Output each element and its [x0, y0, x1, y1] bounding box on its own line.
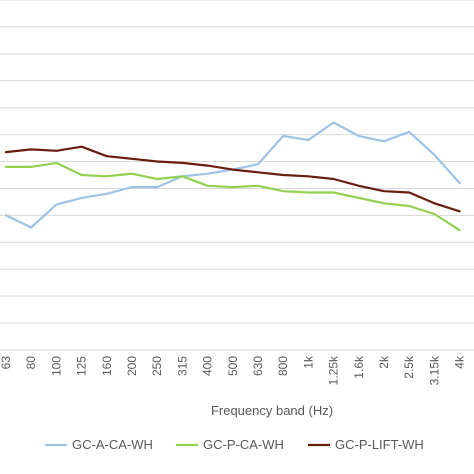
series-line-gc-p-ca-wh: [4, 161, 461, 232]
x-tick-label: 250: [150, 356, 164, 376]
series-line-gc-a-ca-wh: [4, 121, 461, 229]
x-tick-label: 63: [0, 356, 13, 370]
gridlines: [0, 0, 474, 351]
legend-label: GC-P-LIFT-WH: [335, 437, 424, 452]
x-tick-label: 4k: [453, 355, 467, 369]
x-tick-label: 160: [100, 356, 114, 376]
x-tick-label: 80: [24, 356, 38, 370]
x-tick-labels: 63 80 100 125 160 200 250 315 400 500 630 800 1k 1.25…: [0, 355, 467, 385]
x-tick-label: 1.25k: [327, 355, 341, 385]
legend-label: GC-A-CA-WH: [72, 437, 153, 452]
x-tick-label: 3.15k: [427, 355, 441, 385]
x-tick-label: 630: [251, 356, 265, 376]
x-tick-label: 125: [75, 356, 89, 376]
legend: GC-A-CA-WH GC-P-CA-WH GC-P-LIFT-WH: [45, 437, 424, 452]
x-axis-title: Frequency band (Hz): [211, 403, 333, 418]
x-tick-label: 100: [49, 356, 63, 376]
x-tick-label: 800: [276, 356, 290, 376]
x-tick-label: 500: [226, 356, 240, 376]
series-line-gc-p-lift-wh: [4, 145, 461, 213]
x-tick-label: 315: [175, 356, 189, 376]
x-tick-label: 200: [125, 356, 139, 376]
x-tick-label: 2.5k: [402, 355, 416, 379]
x-tick-label: 400: [201, 356, 215, 376]
legend-label: GC-P-CA-WH: [203, 437, 284, 452]
x-tick-label: 1k: [301, 355, 315, 369]
x-tick-label: 2k: [377, 355, 391, 369]
x-tick-label: 1.6k: [352, 355, 366, 379]
series-lines: [4, 121, 461, 232]
